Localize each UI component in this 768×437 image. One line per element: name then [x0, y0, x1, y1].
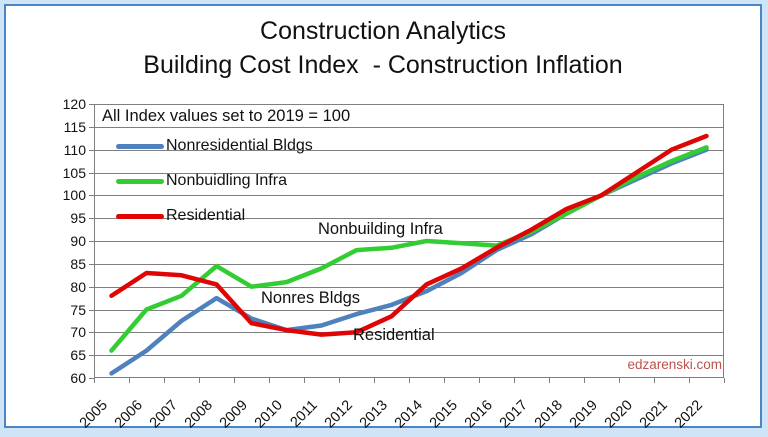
plot-border [94, 104, 724, 378]
x-axis-label: 2008 [182, 397, 217, 432]
x-axis-label: 2014 [392, 397, 427, 432]
legend-item-residential: Residential [116, 206, 245, 226]
y-axis-label: 120 [62, 96, 86, 112]
y-axis-label: 90 [70, 233, 86, 249]
x-axis-label: 2019 [567, 397, 602, 432]
series-line-2 [109, 133, 709, 337]
y-axis-label: 105 [62, 164, 86, 181]
x-axis-label: 2006 [112, 397, 147, 432]
y-axis-label: 110 [63, 141, 86, 158]
y-axis-label: 95 [70, 210, 86, 227]
legend-label-nonresidential: Nonresidential Bldgs [166, 137, 313, 154]
x-axis-label: 2012 [322, 397, 357, 432]
x-axis-label: 2005 [77, 397, 112, 432]
plot-area [89, 104, 725, 383]
series-label-nonres-bldgs: Nonres Bldgs [261, 289, 361, 307]
series-label-nonbuilding-infra: Nonbuilding Infra [318, 220, 443, 238]
y-axis-label: 75 [70, 301, 86, 318]
y-axis-label: 60 [70, 370, 86, 386]
x-axis-label: 2022 [672, 397, 707, 432]
chart-panel: Construction Analytics Building Cost Ind… [4, 4, 762, 432]
y-axis-label: 70 [70, 324, 86, 341]
y-axis-label: 80 [70, 278, 86, 295]
legend-swatch-nonbuilding [116, 178, 164, 184]
x-axis-label: 2017 [497, 397, 532, 432]
x-axis-label: 2015 [427, 397, 462, 432]
legend-label-nonbuilding: Nonbuidling Infra [166, 172, 287, 189]
chart-title-line-2: Building Cost Index - Construction Infla… [143, 51, 623, 79]
y-axis-label: 115 [63, 118, 86, 135]
x-axis-label: 2007 [147, 397, 182, 432]
y-axis-label: 85 [70, 255, 86, 272]
series-label-residential: Residential [353, 326, 435, 344]
index-note-text: All Index values set to 2019 = 100 [102, 107, 351, 125]
legend-label-residential: Residential [166, 207, 246, 224]
x-axis-label: 2010 [252, 397, 287, 432]
chart-title-line-1: Construction Analytics [260, 17, 506, 45]
legend-swatch-residential [116, 213, 164, 219]
x-axis-label: 2011 [287, 397, 322, 431]
y-axis-label: 100 [62, 187, 86, 204]
x-axis-label: 2013 [357, 397, 392, 432]
watermark-text: edzarenski.com [627, 357, 722, 372]
legend-swatch-nonresidential [116, 143, 164, 149]
legend-item-nonresidential: Nonresidential Bldgs [116, 136, 313, 156]
legend-item-nonbuilding: Nonbuidling Infra [116, 171, 287, 191]
x-axis-label: 2016 [462, 397, 497, 432]
x-axis-label: 2009 [217, 397, 252, 432]
x-axis-label: 2018 [532, 397, 567, 432]
y-axis-label: 65 [70, 347, 86, 364]
x-axis-label: 2020 [602, 397, 637, 432]
x-axis-label: 2021 [637, 397, 672, 432]
